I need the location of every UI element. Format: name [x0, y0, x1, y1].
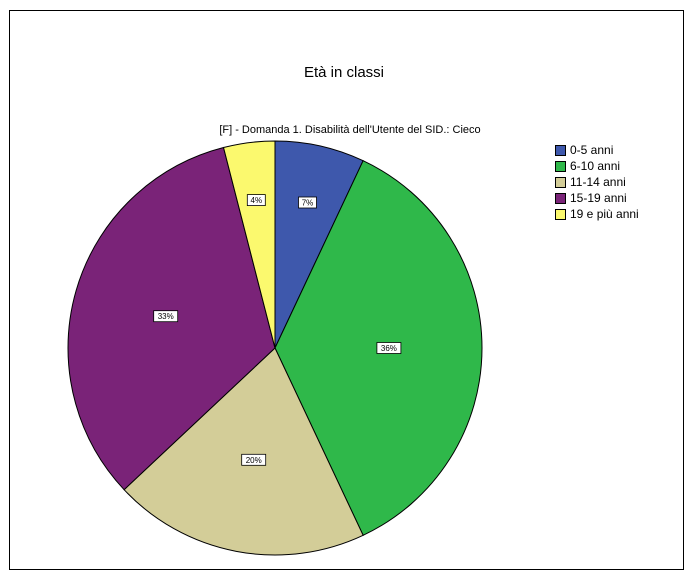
data-label-3: 33% — [158, 312, 174, 321]
data-label-box-0 — [298, 196, 317, 209]
legend-item-4: 19 e più anni — [555, 206, 639, 222]
legend-swatch-2 — [555, 176, 566, 188]
pie-slice-2 — [123, 347, 364, 556]
chart-subtitle: [F] - Domanda 1. Disabilità dell'Utente … — [219, 124, 481, 136]
data-label-1: 36% — [381, 344, 397, 353]
pie-chart: 7% 36% 20% 33% 4% — [67, 140, 483, 556]
legend-swatch-1 — [555, 160, 566, 172]
legend-label-2: 11-14 anni — [570, 175, 626, 189]
legend-swatch-4 — [555, 208, 566, 220]
chart-title: Età in classi — [303, 64, 385, 81]
pie-slice-4 — [222, 140, 276, 349]
legend-item-3: 15-19 anni — [555, 190, 639, 206]
legend-label-0: 0-5 anni — [570, 143, 614, 157]
data-label-2: 20% — [246, 456, 262, 465]
chart-legend: 0-5 anni 6-10 anni 11-14 anni 15-19 anni 19 … — [555, 142, 639, 222]
legend-label-3: 15-19 anni — [570, 191, 627, 205]
data-label-0: 7% — [302, 199, 314, 208]
legend-swatch-3 — [555, 192, 566, 204]
data-label-box-3 — [153, 310, 179, 323]
legend-item-1: 6-10 anni — [555, 158, 639, 174]
data-label-4: 4% — [251, 196, 263, 205]
data-label-box-1 — [376, 342, 402, 354]
legend-label-4: 19 e più anni — [570, 207, 639, 221]
legend-swatch-0 — [555, 144, 566, 156]
data-label-box-4 — [246, 194, 266, 207]
legend-item-0: 0-5 anni — [555, 142, 639, 158]
legend-label-1: 6-10 anni — [570, 159, 621, 173]
data-label-box-2 — [241, 453, 267, 466]
legend-item-2: 11-14 anni — [555, 174, 639, 190]
